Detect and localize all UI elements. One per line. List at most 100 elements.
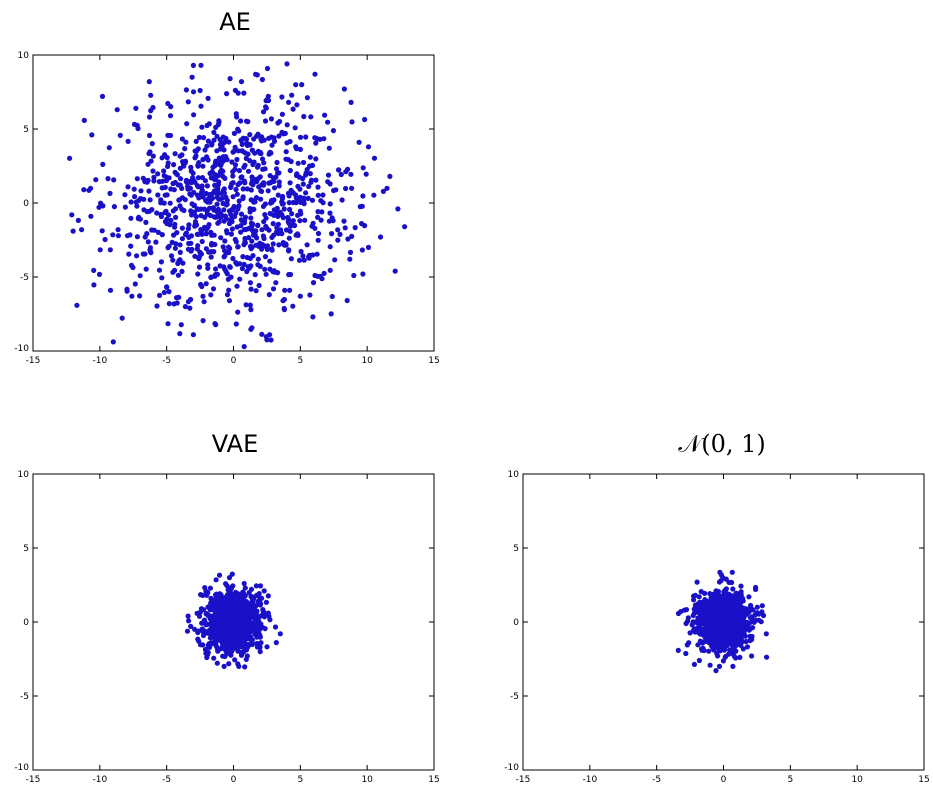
data-point — [229, 206, 235, 213]
data-point — [204, 621, 210, 627]
data-point — [724, 609, 730, 616]
data-point — [182, 197, 188, 203]
data-point — [286, 220, 292, 226]
data-point — [234, 191, 240, 197]
data-point — [232, 87, 238, 93]
data-point — [254, 592, 260, 599]
data-point — [268, 116, 274, 122]
data-point — [347, 249, 354, 255]
data-point — [730, 615, 737, 621]
data-point — [327, 201, 333, 207]
vae-x-tick-label: -15 — [26, 775, 41, 785]
data-point — [268, 200, 274, 206]
data-point — [233, 186, 239, 193]
ae-y-tick-label: -10 — [14, 344, 29, 354]
data-point — [199, 283, 205, 290]
data-point — [228, 592, 234, 598]
data-point — [132, 281, 138, 287]
data-point — [190, 175, 196, 181]
normal-y-tick-label: 0 — [513, 618, 519, 628]
data-point — [723, 627, 730, 633]
ae-x-tick-label: -5 — [162, 356, 171, 366]
data-point — [699, 640, 706, 646]
data-point — [190, 62, 196, 68]
data-point — [289, 189, 295, 195]
data-point — [177, 249, 183, 255]
data-point — [315, 230, 322, 237]
data-point — [196, 264, 203, 270]
data-point — [380, 188, 386, 194]
data-point — [241, 90, 247, 96]
data-point — [321, 270, 327, 276]
data-point — [144, 231, 150, 237]
data-point — [244, 140, 250, 146]
data-point — [248, 215, 254, 221]
data-point — [185, 246, 191, 252]
data-point — [251, 628, 257, 634]
data-point — [193, 222, 199, 228]
data-point — [79, 227, 85, 233]
data-point — [282, 130, 288, 136]
data-point — [722, 646, 728, 652]
data-point — [125, 184, 131, 190]
data-point — [188, 233, 194, 239]
data-point — [241, 178, 247, 184]
data-point — [241, 580, 247, 587]
data-point — [243, 614, 249, 620]
data-point — [363, 171, 369, 177]
data-point — [252, 150, 258, 156]
data-point — [222, 643, 228, 649]
data-point — [196, 638, 202, 644]
data-point — [349, 233, 355, 239]
data-point — [155, 229, 161, 235]
data-point — [110, 339, 116, 345]
data-point — [147, 245, 153, 251]
data-point — [734, 631, 740, 637]
data-point — [743, 638, 749, 645]
data-point — [277, 631, 283, 637]
data-point — [164, 284, 170, 290]
data-point — [96, 204, 102, 210]
data-point — [102, 236, 108, 243]
data-point — [268, 337, 274, 343]
data-point — [213, 214, 219, 220]
data-point — [249, 227, 255, 233]
normal-x-tick-label: -15 — [516, 775, 531, 785]
data-point — [740, 632, 747, 639]
data-point — [131, 121, 138, 127]
data-point — [267, 332, 273, 338]
data-point — [107, 247, 113, 253]
data-point — [306, 183, 312, 189]
data-point — [150, 168, 156, 174]
data-point — [248, 286, 254, 292]
data-point — [70, 228, 76, 234]
data-point — [179, 152, 185, 158]
data-point — [199, 175, 206, 181]
data-point — [257, 602, 263, 608]
data-point — [204, 143, 210, 149]
data-point — [199, 227, 205, 233]
data-point — [716, 605, 723, 611]
data-point — [720, 600, 727, 606]
data-point — [238, 118, 244, 124]
data-point — [210, 286, 217, 292]
ae-x-tick-label: -15 — [26, 356, 41, 366]
data-point — [261, 219, 267, 225]
data-point — [731, 653, 737, 659]
data-point — [305, 195, 311, 201]
data-point — [232, 213, 238, 220]
data-point — [721, 593, 728, 599]
data-point — [683, 620, 689, 627]
vae-scatter-panel: VAE -15 -10 -5 0 5 10 15 -10 -5 0 5 10 — [14, 430, 439, 785]
data-point — [220, 653, 226, 659]
data-point — [349, 185, 355, 191]
ae-scatter-panel: AE -15 -10 -5 0 5 10 15 -10 -5 0 5 10 — [14, 8, 439, 366]
data-point — [213, 158, 219, 164]
data-point — [320, 192, 326, 198]
data-point — [360, 193, 366, 199]
data-point — [156, 267, 163, 273]
data-point — [153, 239, 159, 245]
data-point — [746, 594, 752, 600]
data-point — [220, 244, 226, 250]
data-point — [200, 592, 206, 599]
